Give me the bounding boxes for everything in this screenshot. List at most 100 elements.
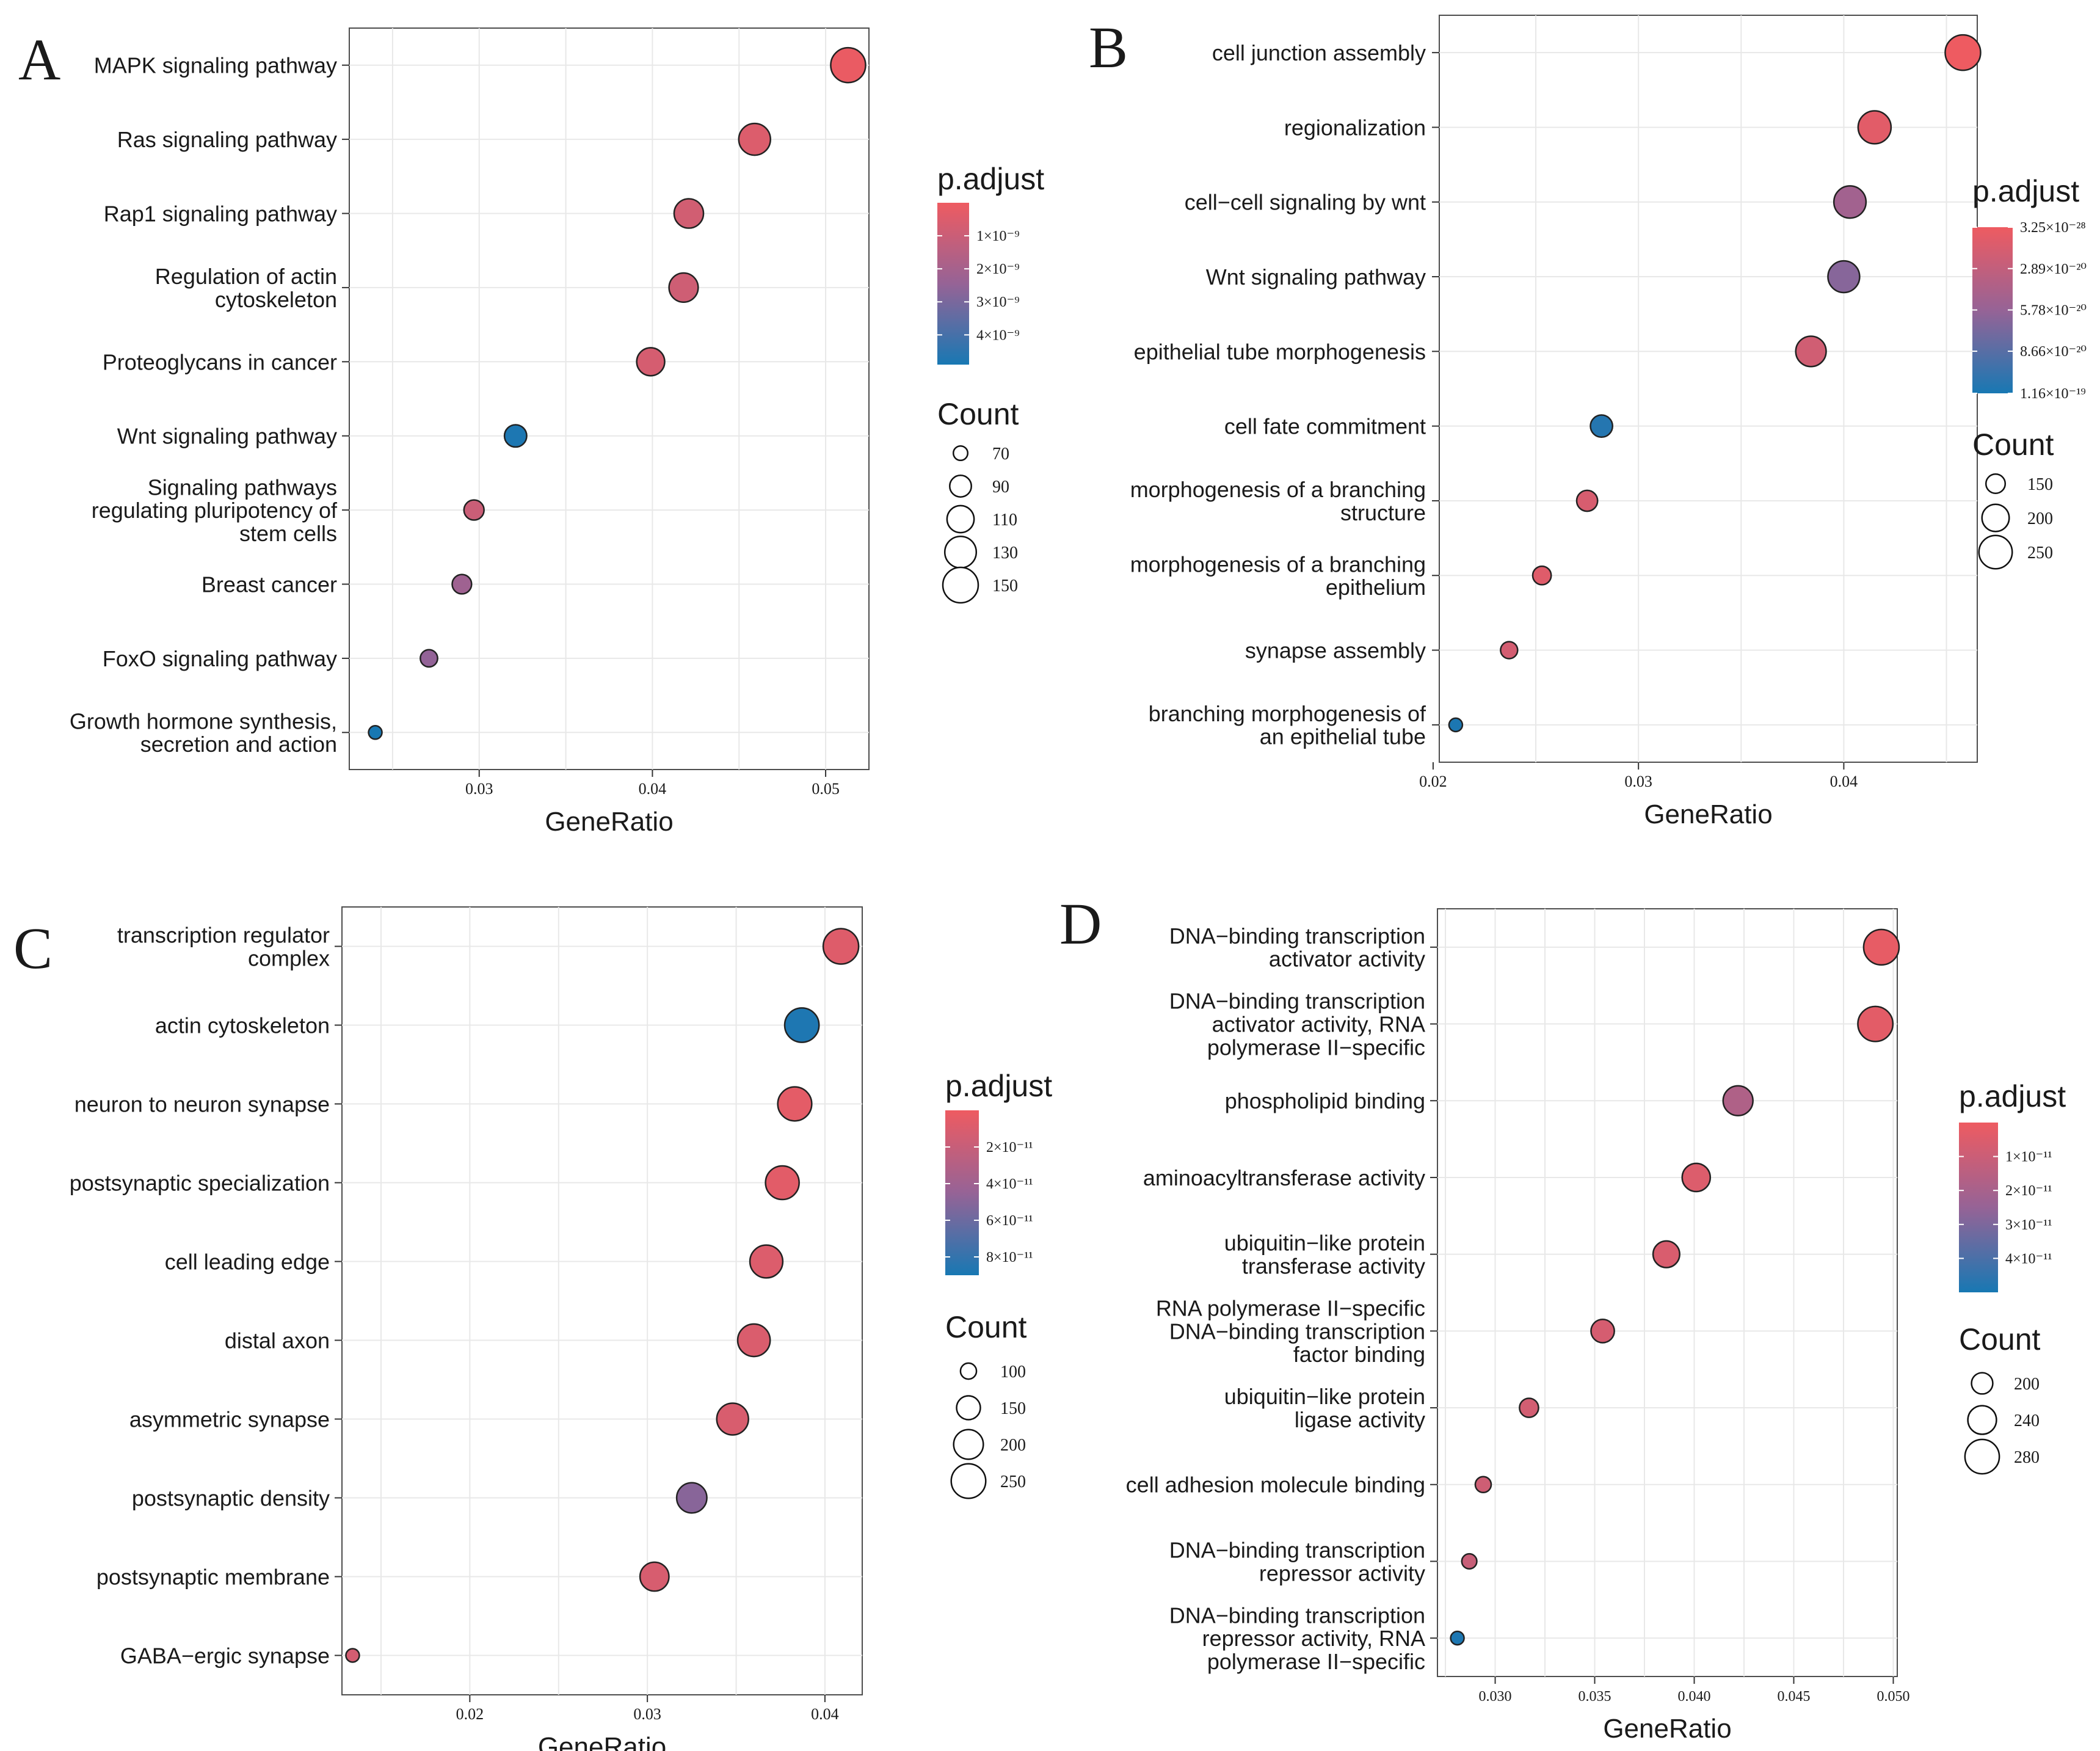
- term-label: Growth hormone synthesis,: [70, 708, 337, 734]
- term-label: factor binding: [1293, 1342, 1425, 1367]
- size-legend-circle: [1978, 534, 2013, 570]
- color-legend-label: 8×10⁻¹¹: [986, 1250, 1033, 1265]
- term-label: complex: [248, 945, 330, 970]
- size-legend-label: 200: [2027, 509, 2053, 528]
- x-tick-label: 0.05: [812, 780, 840, 798]
- color-legend-label: 2×10⁻⁹: [976, 261, 1020, 277]
- data-point: [1450, 1630, 1465, 1646]
- term-label: postsynaptic specialization: [70, 1170, 330, 1195]
- data-point: [1500, 641, 1519, 660]
- data-point: [1531, 565, 1552, 586]
- size-legend-label: 150: [1000, 1399, 1026, 1418]
- term-label: regionalization: [1284, 115, 1426, 140]
- data-point: [749, 1244, 784, 1279]
- term-label: epithelial tube morphogenesis: [1134, 339, 1426, 364]
- size-legend-label: 90: [992, 478, 1009, 497]
- term-label: polymerase II−specific: [1207, 1035, 1425, 1060]
- size-legend-label: 240: [2014, 1411, 2040, 1430]
- size-legend-label: 200: [1000, 1436, 1026, 1455]
- data-point: [736, 1323, 771, 1358]
- term-label: neuron to neuron synapse: [74, 1091, 330, 1116]
- x-axis-title: GeneRatio: [1603, 1714, 1731, 1744]
- size-legend-label: 280: [2014, 1448, 2040, 1467]
- plot-area: [349, 27, 870, 770]
- data-point: [636, 347, 666, 377]
- size-legend-title: Count: [1972, 428, 2054, 462]
- data-point: [1681, 1162, 1712, 1193]
- term-label: polymerase II−specific: [1207, 1649, 1425, 1674]
- x-tick-label: 0.03: [1624, 773, 1652, 790]
- x-tick-label: 0.04: [1830, 773, 1858, 790]
- data-point: [1795, 335, 1827, 368]
- term-label: ubiquitin−like protein: [1224, 1231, 1425, 1256]
- data-point: [783, 1007, 820, 1043]
- data-point: [830, 46, 867, 84]
- color-legend-label: 1×10⁻⁹: [976, 228, 1020, 244]
- data-point: [1590, 414, 1614, 439]
- term-label: an epithelial tube: [1260, 724, 1426, 749]
- term-label: morphogenesis of a branching: [1130, 552, 1426, 577]
- term-label: RNA polymerase II−specific: [1156, 1296, 1425, 1321]
- size-legend-circle: [942, 566, 979, 604]
- size-legend-label: 70: [992, 445, 1009, 464]
- size-legend-label: 250: [2027, 544, 2053, 562]
- x-tick-label: 0.035: [1579, 1689, 1611, 1705]
- term-label: epithelium: [1326, 575, 1426, 600]
- size-legend-circle: [1985, 473, 2007, 495]
- size-legend-label: 250: [1000, 1473, 1026, 1491]
- panel-label: C: [13, 916, 53, 981]
- data-point: [1652, 1240, 1680, 1269]
- term-label: Rap1 signaling pathway: [104, 201, 337, 226]
- x-tick-label: 0.045: [1777, 1689, 1810, 1705]
- term-label: branching morphogenesis of: [1149, 701, 1426, 726]
- data-point: [777, 1086, 813, 1122]
- x-tick-label: 0.02: [456, 1705, 484, 1723]
- x-tick-label: 0.03: [633, 1705, 661, 1723]
- data-point: [716, 1402, 749, 1436]
- term-label: Proteoglycans in cancer: [103, 349, 337, 374]
- size-legend-label: 110: [992, 511, 1017, 530]
- size-legend-circle: [950, 1463, 987, 1499]
- term-label: Breast cancer: [202, 572, 337, 597]
- term-label: DNA−binding transcription: [1169, 989, 1425, 1014]
- size-legend-circle: [1964, 1438, 2000, 1475]
- data-point: [463, 499, 485, 521]
- color-legend-bar: [1959, 1123, 1998, 1292]
- term-label: repressor activity: [1259, 1560, 1425, 1585]
- data-point: [639, 1561, 670, 1592]
- data-point: [1519, 1397, 1539, 1418]
- color-legend-title: p.adjust: [937, 162, 1044, 196]
- size-legend-circle: [953, 1429, 984, 1460]
- size-legend-circle: [1981, 503, 2010, 533]
- x-axis-title: GeneRatio: [545, 807, 673, 837]
- size-legend-circle: [952, 445, 969, 462]
- data-point: [668, 272, 699, 303]
- term-label: postsynaptic membrane: [96, 1564, 330, 1589]
- term-label: ligase activity: [1295, 1407, 1425, 1432]
- data-point: [673, 198, 705, 229]
- data-point: [675, 1482, 708, 1514]
- data-point: [1827, 260, 1861, 294]
- size-legend-circle: [1967, 1405, 1997, 1435]
- x-axis-title: GeneRatio: [1644, 799, 1772, 829]
- color-legend-label: 4×10⁻¹¹: [986, 1176, 1033, 1192]
- term-label: synapse assembly: [1245, 638, 1426, 663]
- data-point: [1474, 1476, 1492, 1494]
- color-legend-label: 5.78×10⁻²⁰: [2020, 303, 2087, 319]
- term-label: actin cytoskeleton: [155, 1013, 330, 1038]
- x-tick-label: 0.030: [1479, 1689, 1512, 1705]
- data-point: [451, 573, 473, 595]
- data-point: [765, 1165, 800, 1201]
- size-legend-circle: [1971, 1372, 1994, 1395]
- data-point: [1944, 34, 1982, 71]
- panel-label: D: [1059, 891, 1102, 956]
- size-legend-circle: [956, 1395, 981, 1421]
- term-label: Wnt signaling pathway: [117, 424, 337, 449]
- size-legend-circle: [946, 504, 975, 534]
- term-label: DNA−binding transcription: [1169, 1538, 1425, 1563]
- data-point: [1722, 1085, 1754, 1116]
- size-legend-circle: [959, 1362, 978, 1380]
